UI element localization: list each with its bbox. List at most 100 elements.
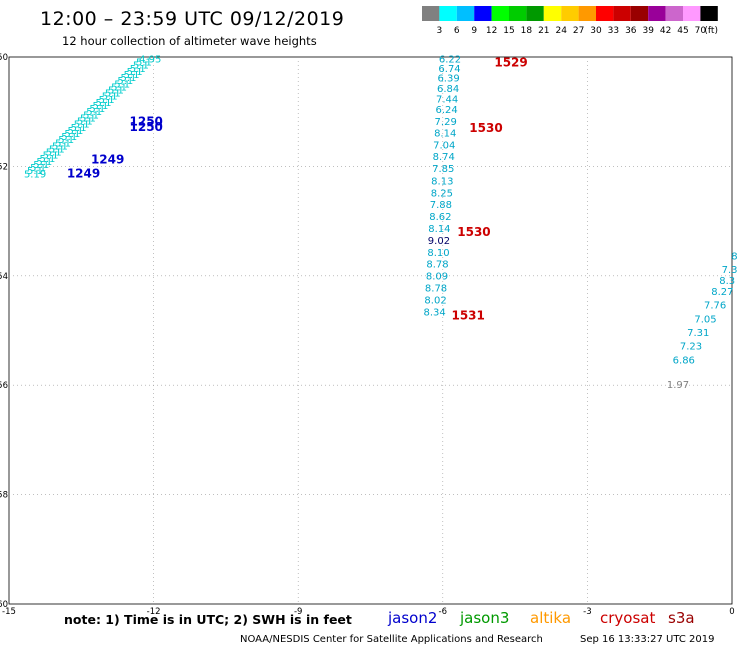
- wave-height-label: 7.85: [432, 164, 454, 175]
- x-tick-label: -12: [147, 607, 161, 617]
- legend-swatch: [665, 6, 683, 21]
- wave-height-label-dense: 5.1: [92, 101, 108, 112]
- wave-height-label-dense: 5.1: [64, 129, 80, 140]
- legend-swatch: [648, 6, 666, 21]
- wave-height-label: 7.88: [430, 200, 452, 211]
- pass-time-label: 1250: [130, 114, 163, 128]
- wave-height-label-dense: 5.1: [127, 67, 143, 78]
- wave-height-label-dense: 5.1: [114, 79, 130, 90]
- legend-label: 30: [590, 26, 602, 36]
- wave-height-label: 1.97: [667, 380, 689, 391]
- legend-swatch: [422, 6, 440, 21]
- color-legend: 3 6 9 12 15 18 21 24 27 30 33 36 39 42 45 70(ft): [422, 6, 718, 36]
- wave-height-label-dense: 5.1: [43, 151, 59, 162]
- wave-height-label-dense: 5.1: [99, 95, 115, 106]
- wave-height-label-dense: 5.1: [27, 166, 43, 177]
- legend-label: 39: [642, 26, 654, 36]
- wave-height-label-dense: 5.1: [120, 73, 136, 84]
- wave-height-label: 8.13: [431, 176, 453, 187]
- footer-timestamp: Sep 16 13:33:27 UTC 2019: [580, 634, 715, 645]
- wave-height-label: 8.34: [423, 308, 445, 319]
- wave-height-label-dense: 5.1: [30, 163, 46, 174]
- legend-label: 27: [573, 26, 584, 36]
- wave-height-label: 8.09: [426, 272, 448, 283]
- wave-height-label-dense: 5.1: [96, 98, 112, 109]
- wave-height-label-dense: 5.1: [83, 110, 99, 121]
- wave-height-label-dense: 5.1: [33, 160, 49, 171]
- y-tick-label: -54: [0, 272, 8, 282]
- legend-swatch: [456, 6, 475, 21]
- wave-height-label: 7.29: [435, 117, 457, 128]
- wave-height-label: 7.04: [433, 140, 455, 151]
- satellite-s3a: s3a: [668, 609, 695, 627]
- legend-swatch: [491, 6, 509, 21]
- y-tick-label: -60: [0, 600, 8, 610]
- wave-height-label-dense: 5.1: [58, 135, 74, 146]
- x-tick-label: -15: [2, 607, 16, 617]
- legend-swatch: [474, 6, 492, 21]
- wave-height-label: 8.27: [711, 287, 733, 298]
- pass-time-label: 1529: [494, 55, 527, 69]
- wave-height-label-dense: 5.1: [108, 86, 124, 97]
- wave-height-label: 8.10: [427, 248, 449, 259]
- satellite-jason2: jason2: [388, 609, 438, 627]
- wave-height-label: 8.25: [431, 188, 453, 199]
- pass-time-label: 1250: [130, 120, 163, 134]
- wave-height-label: 6.39: [437, 74, 459, 85]
- legend-swatch: [543, 6, 562, 21]
- wave-height-label-dense: 5.1: [133, 61, 149, 72]
- wave-height-label-dense: 5.1: [46, 148, 62, 159]
- wave-height-label-dense: 5.1: [124, 70, 140, 81]
- legend-label: 18: [521, 26, 533, 36]
- legend-label: 9: [471, 26, 477, 36]
- wave-height-label: 8.14: [434, 128, 456, 139]
- legend-swatch: [630, 6, 649, 21]
- y-tick-label: -58: [0, 491, 8, 501]
- wave-height-label: 7.05: [694, 314, 716, 325]
- legend-label: 42: [660, 26, 671, 36]
- wave-height-label-dense: 5.1: [111, 82, 127, 93]
- satellite-altika: altika: [530, 609, 572, 627]
- legend-swatch: [561, 6, 579, 21]
- pass-time-label: 1530: [469, 121, 502, 135]
- wave-height-label: 7.76: [704, 301, 726, 312]
- wave-height-label: 7.3: [722, 265, 738, 276]
- y-tick-label: -50: [0, 53, 8, 63]
- legend-swatch: [509, 6, 527, 21]
- wave-height-label: 5.19: [24, 169, 46, 180]
- note-text: note: 1) Time is in UTC; 2) SWH is in fe…: [64, 612, 352, 627]
- wave-height-label-dense: 5.1: [74, 120, 90, 131]
- x-tick-label: -6: [439, 607, 447, 617]
- legend-swatch: [683, 6, 701, 21]
- pass-time-label: 1249: [67, 166, 100, 180]
- wave-height-label: 6.84: [437, 84, 459, 95]
- legend-label: 70: [695, 26, 707, 36]
- legend-label: 3: [437, 26, 443, 36]
- wave-height-label: 7.23: [680, 342, 702, 353]
- legend-swatch: [578, 6, 596, 21]
- wave-height-label: 4.95: [139, 54, 161, 65]
- satellite-cryosat: cryosat: [600, 609, 656, 627]
- pass-time-label: 1249: [91, 153, 124, 167]
- legend-label: 24: [555, 26, 567, 36]
- wave-height-label-dense: 5.1: [77, 117, 93, 128]
- x-tick-label: 0: [729, 607, 734, 617]
- wave-height-label: 8.3: [719, 276, 735, 287]
- legend-label: 36: [625, 26, 637, 36]
- footer-credit: NOAA/NESDIS Center for Satellite Applica…: [240, 634, 543, 645]
- wave-height-label-dense: 5.1: [130, 64, 146, 75]
- pass-time-label: 1530: [457, 225, 490, 239]
- satellite-jason3: jason3: [460, 609, 510, 627]
- wave-height-label: 6.24: [436, 105, 458, 116]
- wave-height-label: 8.78: [426, 260, 448, 271]
- legend-label: 45: [677, 26, 688, 36]
- legend-swatch: [613, 6, 631, 21]
- wave-height-label-dense: 5.1: [136, 58, 152, 69]
- pass-time-label: 1531: [451, 309, 484, 323]
- wave-height-label-dense: 5.1: [68, 126, 84, 137]
- wave-height-label: 7.44: [436, 94, 458, 105]
- wave-height-label: 8.62: [429, 212, 451, 223]
- y-tick-label: -52: [0, 162, 8, 172]
- wave-height-label: 8.14: [428, 224, 450, 235]
- legend-unit: (ft): [704, 26, 718, 36]
